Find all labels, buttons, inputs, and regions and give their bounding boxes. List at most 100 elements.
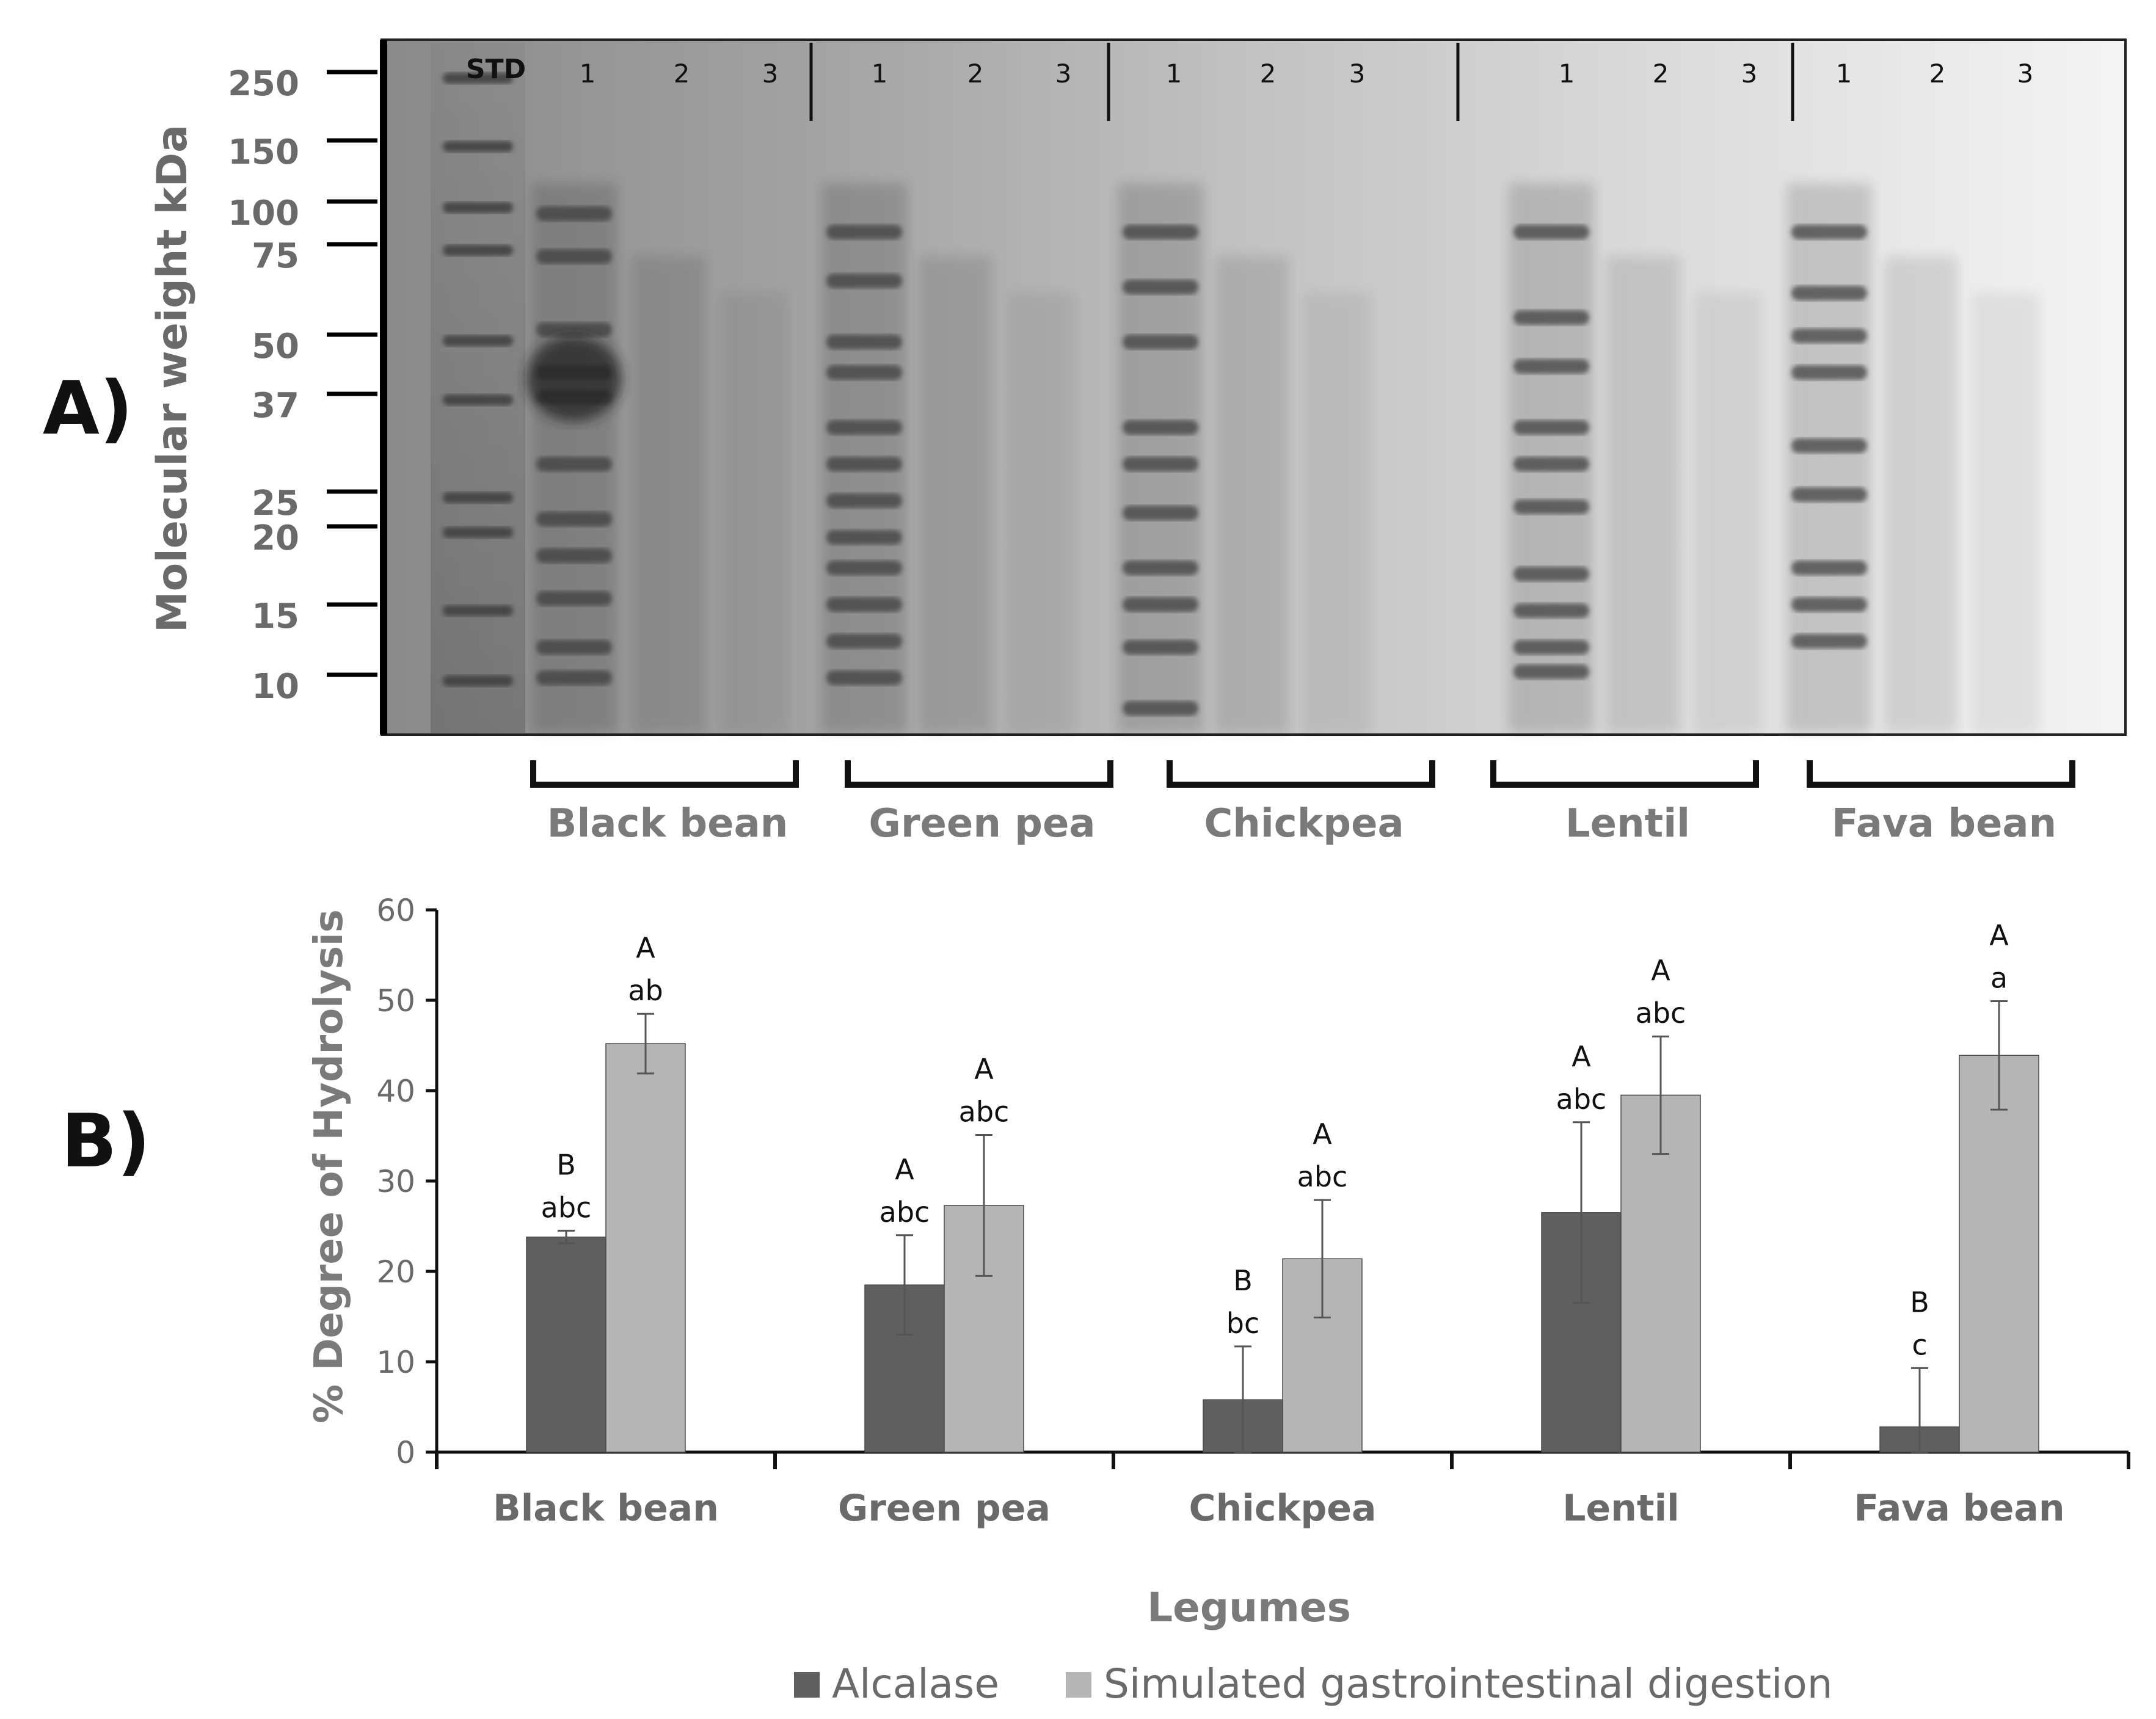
panel-a-label: A) [43, 366, 133, 451]
protein-band [1791, 365, 1867, 380]
y-tick-label: 0 [396, 1435, 415, 1470]
protein-band [1123, 597, 1198, 612]
significance-letter-lower: ab [628, 974, 663, 1007]
sample-lane-2 [632, 256, 705, 733]
lane-number: 2 [1929, 59, 1946, 89]
sample-lane-3 [1695, 293, 1762, 733]
panel-a: A) Molecular weight kDa 2501501007550372… [43, 38, 2127, 846]
protein-band [1123, 640, 1198, 655]
x-axis-label: Legumes [1147, 1584, 1351, 1631]
legend-label: Alcalase [832, 1660, 999, 1707]
protein-band [1791, 487, 1867, 502]
protein-band [536, 322, 612, 337]
significance-letter-upper: B [556, 1148, 576, 1181]
lane-number: 1 [580, 59, 596, 89]
significance-letter-lower: abc [1556, 1083, 1607, 1116]
std-band [443, 394, 513, 405]
lane-number: 1 [1836, 59, 1852, 89]
group-label: Black bean [547, 801, 788, 846]
group-brackets: Black bean Green pea Chickpea Lentil Fava be… [530, 760, 2075, 846]
group-label: Green pea [869, 801, 1095, 846]
protein-band [1791, 634, 1867, 649]
y-tick-label: 20 [376, 1254, 415, 1290]
x-category-label: Green pea [838, 1487, 1051, 1530]
y-tick-label: 10 [376, 1345, 415, 1380]
protein-band [826, 597, 902, 612]
significance-letter-upper: A [636, 931, 655, 964]
protein-band [1513, 359, 1589, 374]
protein-band [826, 671, 902, 685]
protein-band [826, 530, 902, 545]
significance-letter-upper: B [1233, 1264, 1253, 1297]
y-axis-label: % Degree of Hydrolysis [307, 909, 352, 1423]
protein-band [1513, 640, 1589, 655]
protein-band [1513, 664, 1589, 679]
protein-band [1123, 225, 1198, 239]
protein-band [826, 274, 902, 288]
std-lane [431, 43, 525, 733]
mw-tick-label: 10 [252, 667, 299, 707]
lane-number: 2 [1653, 59, 1669, 89]
sample-lane-3 [1973, 293, 2040, 733]
protein-band [826, 634, 902, 649]
mw-tick-label: 150 [228, 133, 299, 172]
protein-band [536, 206, 612, 221]
mw-tick-label: 37 [252, 386, 299, 426]
bar-simulated-digestion [1959, 1055, 2039, 1453]
mw-tick-label: 250 [228, 64, 299, 104]
protein-band [1123, 701, 1198, 716]
std-band [443, 492, 513, 503]
sample-lane-2 [1606, 256, 1680, 733]
significance-letter-upper: A [1313, 1118, 1332, 1150]
sample-lane-2 [1215, 256, 1289, 733]
protein-band [1791, 561, 1867, 575]
significance-letter-lower: a [1990, 961, 2008, 994]
group-bracket [845, 760, 1113, 788]
significance-letter-lower: abc [880, 1196, 930, 1229]
protein-band [1123, 335, 1198, 349]
sample-lane-3 [1304, 293, 1371, 733]
x-category-label: Chickpea [1189, 1487, 1377, 1530]
protein-band [536, 457, 612, 471]
protein-band [826, 420, 902, 435]
lane-number: 3 [1055, 59, 1072, 89]
lane-number: 3 [1741, 59, 1758, 89]
std-band [443, 605, 513, 616]
protein-band [1513, 603, 1589, 618]
protein-band [826, 457, 902, 471]
mw-tick-label: 15 [252, 597, 299, 636]
sample-lane-2 [919, 256, 992, 733]
significance-letter-lower: abc [1297, 1160, 1348, 1193]
significance-letter-upper: A [1571, 1040, 1591, 1073]
protein-band [826, 225, 902, 239]
sample-lane-1 [1786, 183, 1872, 733]
group-label: Fava bean [1832, 801, 2056, 846]
protein-band [826, 493, 902, 508]
significance-letter-upper: A [974, 1053, 994, 1086]
std-lane-label: STD [466, 54, 526, 85]
mw-tick-label: 25 [252, 484, 299, 523]
bar-simulated-digestion [605, 1043, 686, 1453]
lane-number: 1 [1559, 59, 1575, 89]
significance-letter-lower: c [1912, 1328, 1927, 1361]
lane-number: 3 [762, 59, 779, 89]
protein-band [826, 561, 902, 575]
significance-letter-upper: A [895, 1153, 914, 1186]
legend: Alcalase Simulated gastrointestinal diges… [794, 1660, 1833, 1707]
protein-band [1791, 225, 1867, 239]
y-tick-label: 40 [376, 1074, 415, 1109]
significance-letter-upper: A [1651, 954, 1670, 987]
protein-band [1791, 597, 1867, 612]
protein-band [1513, 420, 1589, 435]
legend-swatch [794, 1672, 820, 1698]
protein-band [536, 640, 612, 655]
lane-number: 1 [1166, 59, 1182, 89]
lane-number: 2 [967, 59, 984, 89]
significance-letter-lower: abc [1636, 997, 1686, 1030]
group-bracket [1490, 760, 1759, 788]
mw-axis-label: Molecular weight kDa [148, 125, 197, 633]
protein-band [1791, 438, 1867, 453]
significance-letter-upper: B [1910, 1285, 1929, 1318]
lane-number: 2 [1260, 59, 1276, 89]
